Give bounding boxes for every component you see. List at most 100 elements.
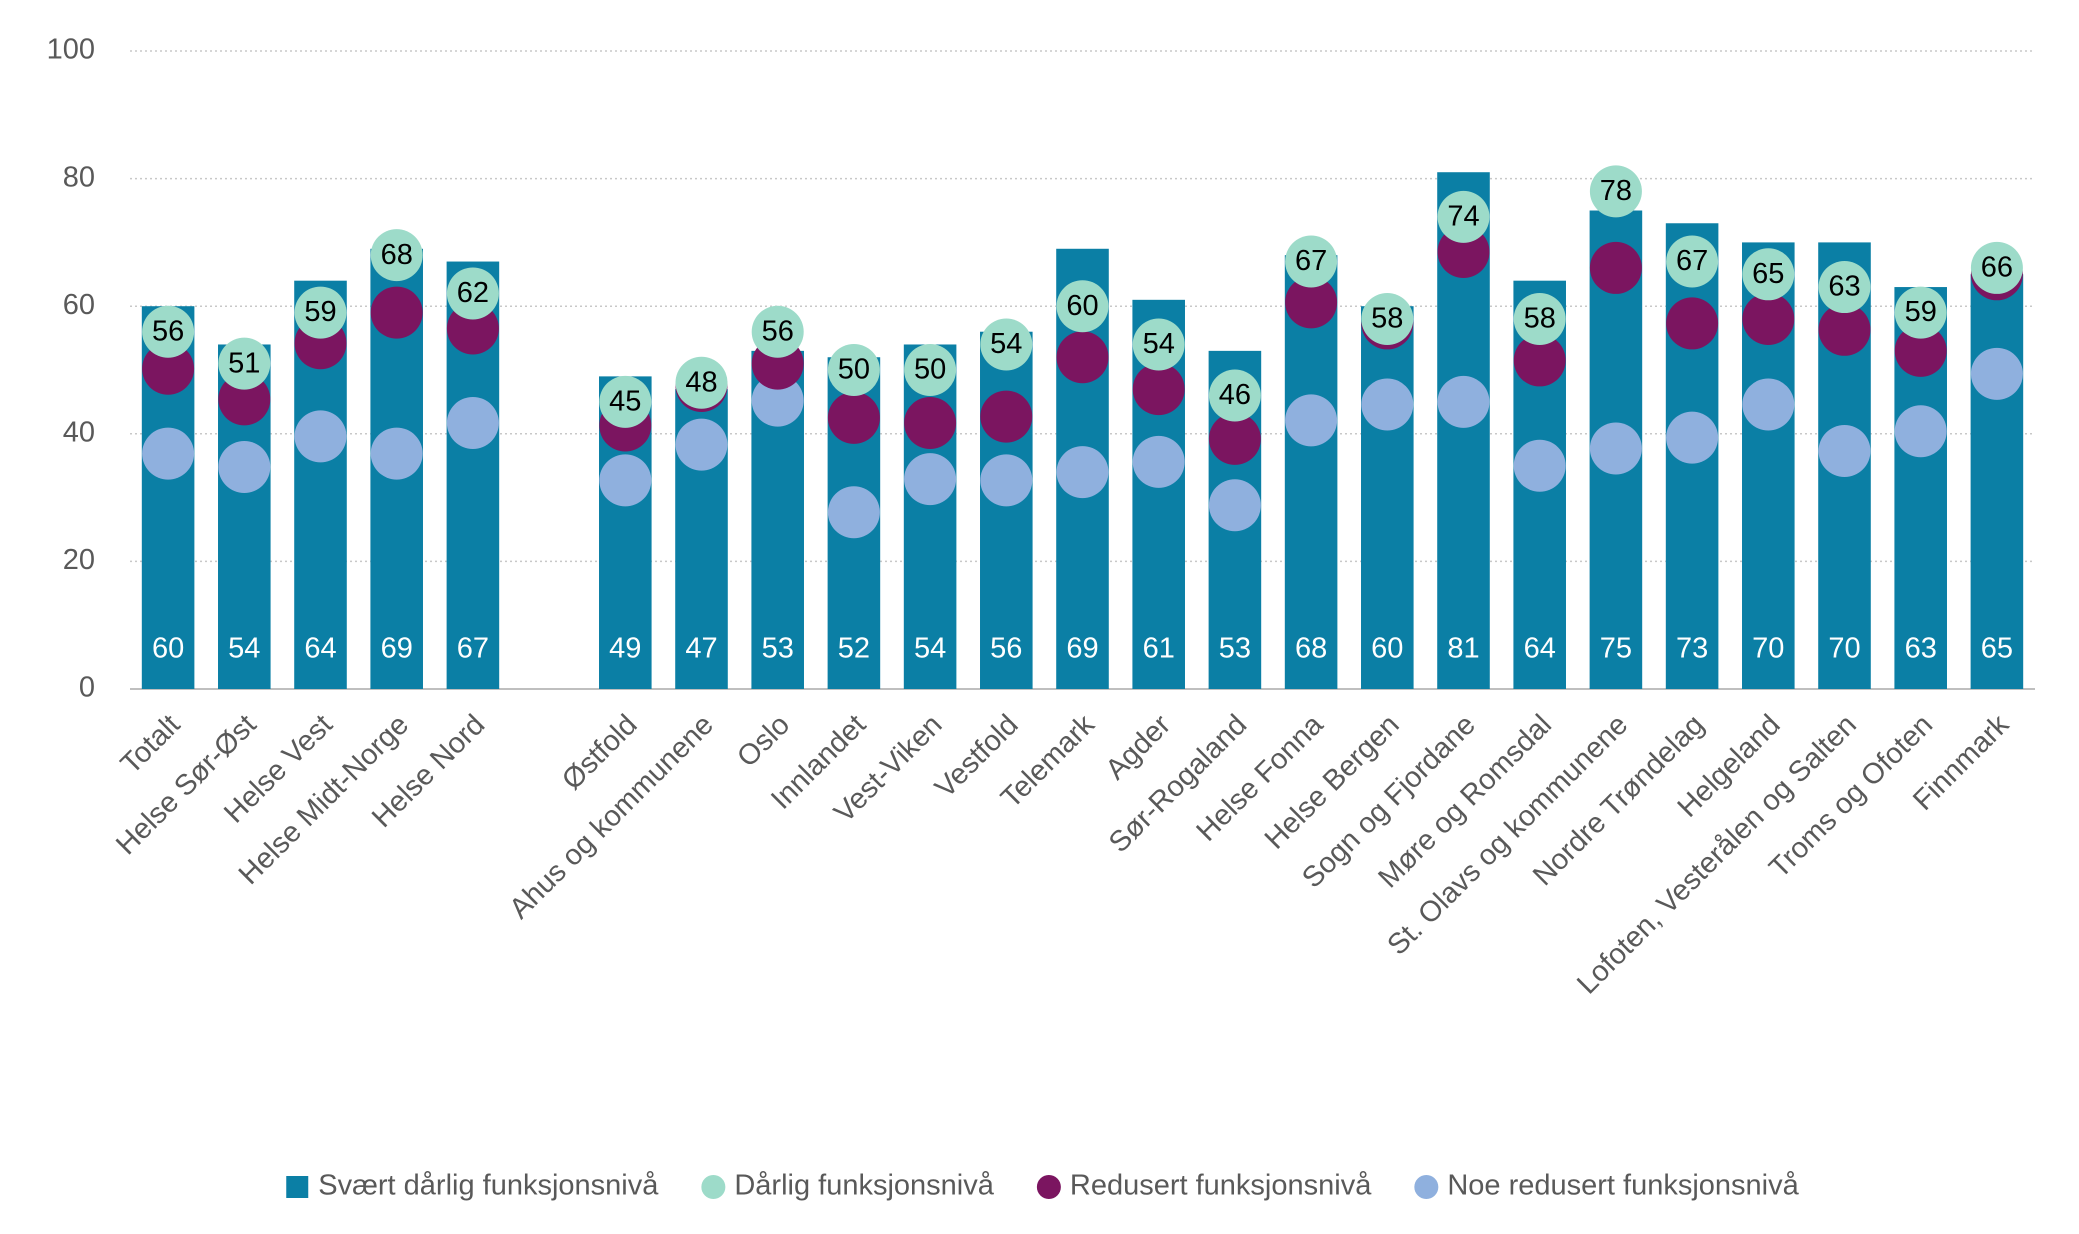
point-value-label: 48 (685, 366, 717, 398)
point-value-label: 68 (381, 239, 413, 271)
bar (1361, 306, 1414, 689)
point (980, 318, 1033, 371)
point (1056, 280, 1109, 333)
point (1894, 405, 1947, 458)
x-tick-label: Lofoten, Vesterålen og Salten (1571, 709, 1863, 1001)
point (1208, 369, 1261, 422)
point-value-label: 59 (1905, 296, 1937, 328)
bar-value-label: 49 (609, 633, 641, 665)
point (1666, 235, 1719, 288)
point-value-label: 56 (762, 315, 794, 347)
point (1513, 439, 1566, 492)
y-tick-label: 40 (63, 416, 95, 448)
point (1285, 276, 1338, 329)
bar-value-label: 61 (1143, 633, 1175, 665)
point (904, 453, 957, 506)
point (1361, 378, 1414, 431)
bar (1970, 274, 2024, 689)
x-tick-label: Oslo (731, 709, 796, 774)
bar-value-label: 60 (152, 633, 184, 665)
point (904, 344, 957, 396)
point (1056, 331, 1109, 384)
point-value-label: 50 (838, 354, 870, 386)
point (1056, 446, 1109, 499)
point-value-label: 51 (228, 347, 260, 379)
bar-value-label: 54 (914, 633, 946, 665)
y-tick-label: 20 (63, 544, 95, 576)
bar-value-label: 64 (304, 633, 336, 665)
bar-value-label: 75 (1600, 633, 1632, 665)
bar-value-label: 70 (1828, 633, 1860, 665)
point (218, 337, 271, 390)
legend-item: Redusert funksjonsnivå (1036, 1170, 1372, 1202)
point-value-label: 74 (1447, 201, 1479, 233)
point (1208, 412, 1261, 465)
point (370, 286, 423, 339)
point (446, 267, 499, 320)
legend-item: Svært dårlig funksjonsnivå (286, 1170, 659, 1202)
point (1437, 375, 1490, 428)
bar-value-label: 64 (1524, 633, 1556, 665)
point (218, 440, 271, 493)
point (1818, 303, 1871, 356)
point (980, 390, 1033, 443)
point-value-label: 67 (1676, 245, 1708, 277)
point (1742, 248, 1795, 301)
point-value-label: 54 (990, 328, 1022, 360)
point (370, 229, 423, 282)
point (1894, 286, 1947, 339)
point-value-label: 56 (152, 315, 184, 347)
bar-value-label: 60 (1371, 633, 1403, 665)
point (599, 454, 652, 507)
point (827, 344, 880, 396)
y-tick-label: 0 (79, 672, 95, 704)
point (142, 342, 195, 395)
point-value-label: 63 (1828, 271, 1860, 303)
point (751, 374, 804, 427)
point (1589, 165, 1642, 218)
point (1437, 190, 1490, 243)
point (1666, 411, 1719, 464)
point-value-label: 45 (609, 386, 641, 418)
point (1513, 334, 1566, 387)
point (1818, 425, 1871, 478)
point (370, 427, 423, 480)
bar-value-label: 65 (1981, 633, 2013, 665)
legend-label: Dårlig funksjonsnivå (734, 1170, 994, 1202)
point (904, 396, 957, 449)
point (1285, 394, 1338, 447)
bar-value-label: 73 (1676, 633, 1708, 665)
point-value-label: 66 (1981, 252, 2013, 284)
point (1361, 292, 1414, 345)
bar-value-label: 56 (990, 633, 1022, 665)
point (294, 410, 347, 463)
point (218, 373, 271, 426)
point-value-label: 50 (914, 354, 946, 386)
bar-value-label: 67 (457, 633, 489, 665)
point-value-label: 78 (1600, 175, 1632, 207)
bar-value-label: 81 (1447, 633, 1479, 665)
y-tick-label: 100 (47, 34, 95, 66)
point-value-label: 67 (1295, 245, 1327, 277)
point (1818, 261, 1871, 314)
point (1589, 241, 1642, 294)
legend-marker (286, 1176, 309, 1198)
legend-label: Svært dårlig funksjonsnivå (318, 1170, 659, 1202)
point-value-label: 59 (304, 296, 336, 328)
point (1589, 422, 1642, 475)
bar-value-label: 54 (228, 633, 260, 665)
point (827, 486, 880, 539)
bar-value-label: 53 (762, 633, 794, 665)
bar-value-label: 52 (838, 633, 870, 665)
legend-marker (701, 1175, 726, 1199)
point (142, 427, 195, 480)
y-tick-label: 80 (63, 161, 95, 193)
point (827, 391, 880, 444)
x-tick-label: Helse Bergen (1259, 709, 1406, 856)
legend-label: Noe redusert funksjonsnivå (1447, 1170, 1799, 1202)
point-value-label: 58 (1371, 303, 1403, 335)
y-tick-label: 60 (63, 289, 95, 321)
point (980, 454, 1033, 507)
